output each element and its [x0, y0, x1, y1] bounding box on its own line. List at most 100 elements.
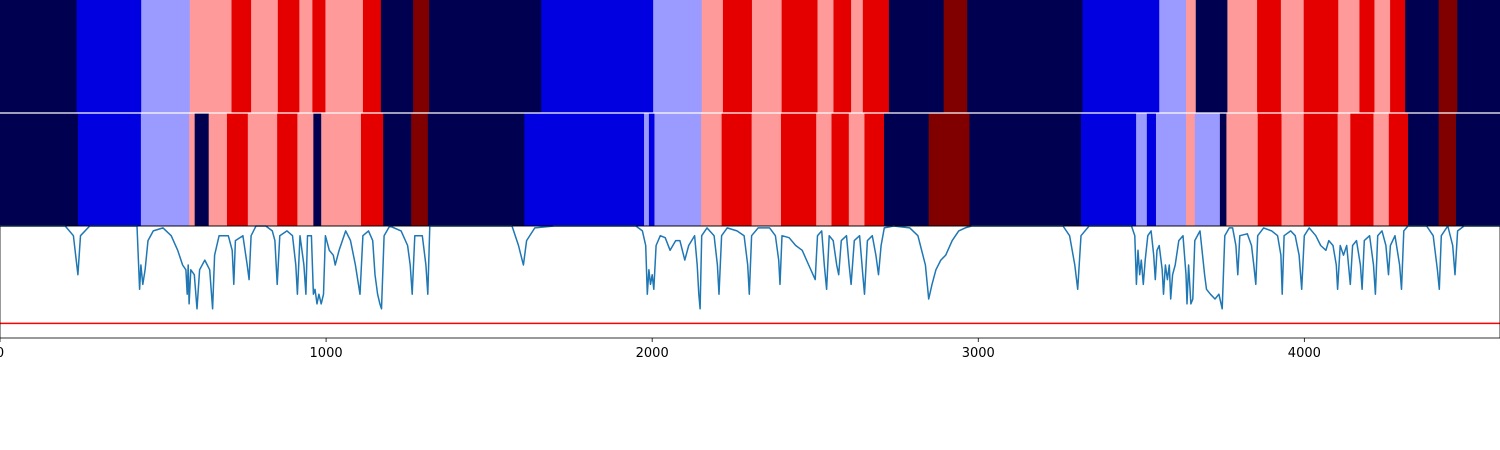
segment-pink [297, 113, 314, 226]
segment-pink [751, 113, 782, 226]
segment-navy [1219, 113, 1228, 226]
segment-darkred [928, 113, 971, 226]
segment-red [226, 113, 249, 226]
segment-red [360, 113, 384, 226]
segment-navy [1195, 0, 1228, 113]
segment-darkred [411, 113, 429, 226]
segment-navy [884, 113, 930, 226]
segment-red [1257, 0, 1282, 113]
segment-darkred [943, 0, 968, 113]
segment-pink [701, 0, 724, 113]
segment-red [781, 0, 819, 113]
segment-red [1350, 113, 1375, 226]
segment-blue [76, 0, 142, 113]
x-axis: 0 1000 2000 3000 4000 [0, 338, 1321, 361]
x-tick-label: 1000 [310, 346, 343, 361]
segment-red [277, 0, 300, 113]
segment-red [1303, 113, 1339, 226]
x-tick-label: 4000 [1288, 346, 1321, 361]
segment-navy [888, 0, 945, 113]
segment-navy [1457, 0, 1500, 113]
segment-pink [1227, 0, 1258, 113]
segment-pink [325, 0, 364, 113]
segment-blue [1082, 0, 1160, 113]
segment-pink [189, 113, 196, 226]
segment-red [833, 0, 852, 113]
segment-red [722, 0, 753, 113]
segment-pink [1373, 113, 1390, 226]
segment-navy [0, 0, 78, 113]
segment-navy [383, 113, 412, 226]
segment-lightblue [141, 0, 191, 113]
segment-red [312, 0, 327, 113]
segment-red [721, 113, 753, 226]
segment-pink [1374, 0, 1391, 113]
segment-pink [251, 0, 279, 113]
segment-lightblue [654, 113, 702, 226]
segment-darkred [1438, 113, 1457, 226]
segment-pink [1338, 0, 1361, 113]
segment-row-bottom [0, 113, 1500, 226]
segment-navy [967, 0, 1084, 113]
segment-navy [427, 113, 525, 226]
segment-navy [313, 113, 322, 226]
segment-navy [0, 113, 79, 226]
segment-red [780, 113, 817, 226]
segment-lightblue [1159, 0, 1187, 113]
segment-red [862, 0, 890, 113]
signal-series-line [0, 225, 1500, 310]
segment-red [231, 0, 252, 113]
segment-navy [1408, 113, 1440, 226]
segment-red [1303, 0, 1339, 113]
segment-blue [524, 113, 645, 226]
segment-pink [1337, 113, 1351, 226]
segment-pink [208, 113, 228, 226]
segment-pink [247, 113, 278, 226]
segment-pink [751, 0, 783, 113]
segment-darkred [1438, 0, 1458, 113]
segment-blue [541, 0, 654, 113]
segment-pink [1280, 0, 1305, 113]
segment-red [864, 113, 885, 226]
segment-pink [817, 0, 835, 113]
segment-navy [1455, 113, 1500, 226]
segment-blue [1146, 113, 1157, 226]
segment-red [1359, 0, 1376, 113]
x-tick-label: 3000 [962, 346, 995, 361]
segment-red [362, 0, 382, 113]
segment-lightblue [653, 0, 703, 113]
segment-pink [851, 0, 864, 113]
segment-lightblue [140, 113, 190, 226]
segment-pink [1185, 0, 1197, 113]
x-tick-label: 2000 [636, 346, 669, 361]
segment-pink [816, 113, 833, 226]
segment-navy [969, 113, 1082, 226]
segment-navy [1405, 0, 1440, 113]
segment-row-top [0, 0, 1500, 113]
x-tick-label: 0 [0, 346, 4, 361]
segment-darkred [413, 0, 430, 113]
segment-red [1257, 113, 1283, 226]
segment-pink [189, 0, 233, 113]
segment-pink [299, 0, 313, 113]
segment-lightblue [1194, 113, 1221, 226]
segment-pink [321, 113, 362, 226]
segment-pink [701, 113, 723, 226]
segment-blue [1080, 113, 1137, 226]
segment-red [1390, 0, 1406, 113]
segment-navy [429, 0, 542, 113]
segment-pink [848, 113, 866, 226]
segment-pink [1185, 113, 1196, 226]
segment-lightblue [1136, 113, 1148, 226]
segment-lightblue [644, 113, 650, 226]
segment-navy [380, 0, 414, 113]
segment-lightblue [1155, 113, 1187, 226]
segment-red [1388, 113, 1409, 226]
segment-red [277, 113, 298, 226]
segment-blue [648, 113, 656, 226]
segment-pink [1226, 113, 1259, 226]
segment-red [831, 113, 850, 226]
segment-pink [1281, 113, 1305, 226]
segment-navy [194, 113, 210, 226]
